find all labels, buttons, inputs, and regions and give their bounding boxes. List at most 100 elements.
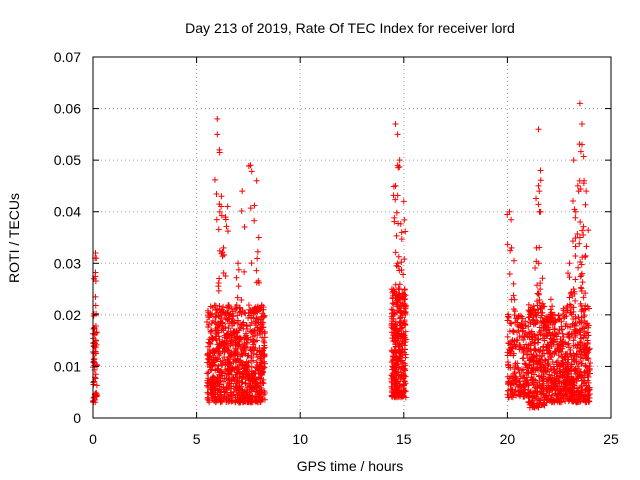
data-point	[577, 259, 584, 266]
data-point	[250, 357, 257, 364]
data-point	[231, 366, 238, 373]
data-point	[248, 168, 255, 175]
data-point	[256, 385, 263, 392]
data-point	[390, 311, 397, 318]
data-point	[529, 367, 536, 374]
data-point	[565, 356, 572, 363]
data-point	[392, 196, 399, 203]
data-point	[577, 300, 584, 307]
data-point	[91, 355, 98, 362]
data-point	[510, 341, 517, 348]
data-point	[249, 338, 256, 345]
data-point	[504, 241, 511, 248]
y-tick-label: 0.05	[54, 152, 81, 168]
data-point	[205, 369, 212, 376]
data-point	[225, 367, 232, 374]
data-point	[537, 208, 544, 215]
data-point	[258, 328, 265, 335]
data-point	[204, 389, 211, 396]
data-point	[582, 252, 589, 259]
data-point	[216, 208, 223, 215]
data-point	[402, 373, 409, 380]
data-point	[393, 361, 400, 368]
data-point	[562, 391, 569, 398]
data-point	[253, 359, 260, 366]
data-point	[564, 331, 571, 338]
data-point	[564, 323, 571, 330]
data-point	[550, 332, 557, 339]
data-point	[579, 227, 586, 234]
data-point	[397, 308, 404, 315]
data-point	[218, 193, 225, 200]
data-point	[238, 375, 245, 382]
data-point	[253, 351, 260, 358]
data-point	[213, 216, 220, 223]
data-point	[228, 392, 235, 399]
data-point	[206, 399, 213, 406]
data-point	[570, 384, 577, 391]
data-point	[221, 393, 228, 400]
data-point	[237, 399, 244, 406]
data-point	[215, 348, 222, 355]
data-point	[537, 280, 544, 287]
data-point	[528, 309, 535, 316]
data-point	[512, 315, 519, 322]
data-point	[215, 226, 222, 233]
data-point	[402, 302, 409, 309]
data-point	[518, 345, 525, 352]
data-point	[580, 334, 587, 341]
data-point	[585, 379, 592, 386]
data-point	[399, 352, 406, 359]
data-point	[211, 176, 218, 183]
data-point	[260, 314, 267, 321]
data-point	[213, 329, 220, 336]
data-point	[517, 393, 524, 400]
data-point	[225, 315, 232, 322]
data-point	[224, 346, 231, 353]
y-tick-label: 0	[73, 410, 81, 426]
data-point	[247, 162, 254, 169]
data-point	[254, 248, 261, 255]
data-point	[245, 397, 252, 404]
data-point	[577, 148, 584, 155]
data-point	[401, 216, 408, 223]
data-point	[533, 195, 540, 202]
data-point	[506, 208, 513, 215]
data-point	[226, 333, 233, 340]
data-point	[578, 374, 585, 381]
data-point	[388, 359, 395, 366]
data-point	[251, 306, 258, 313]
data-point	[515, 364, 522, 371]
data-point	[240, 369, 247, 376]
data-point	[534, 290, 541, 297]
data-point	[577, 219, 584, 226]
data-point	[245, 315, 252, 322]
data-point	[208, 336, 215, 343]
data-point	[236, 309, 243, 316]
data-point	[205, 321, 212, 328]
data-point	[574, 182, 581, 189]
data-point	[388, 322, 395, 329]
y-tick-label: 0.02	[54, 307, 81, 323]
data-point	[505, 364, 512, 371]
data-point	[527, 319, 534, 326]
data-point	[568, 396, 575, 403]
data-point	[581, 379, 588, 386]
data-point	[241, 335, 248, 342]
data-point	[209, 318, 216, 325]
data-point	[216, 303, 223, 310]
data-point	[234, 320, 241, 327]
data-point	[560, 387, 567, 394]
data-point	[584, 339, 591, 346]
data-point	[213, 191, 220, 198]
data-point	[220, 345, 227, 352]
data-point	[214, 131, 221, 138]
data-point	[528, 351, 535, 358]
data-point	[582, 302, 589, 309]
data-point	[93, 362, 100, 369]
data-point	[214, 115, 221, 122]
data-point	[578, 389, 585, 396]
data-point	[578, 285, 585, 292]
data-point	[92, 344, 99, 351]
data-point	[580, 294, 587, 301]
